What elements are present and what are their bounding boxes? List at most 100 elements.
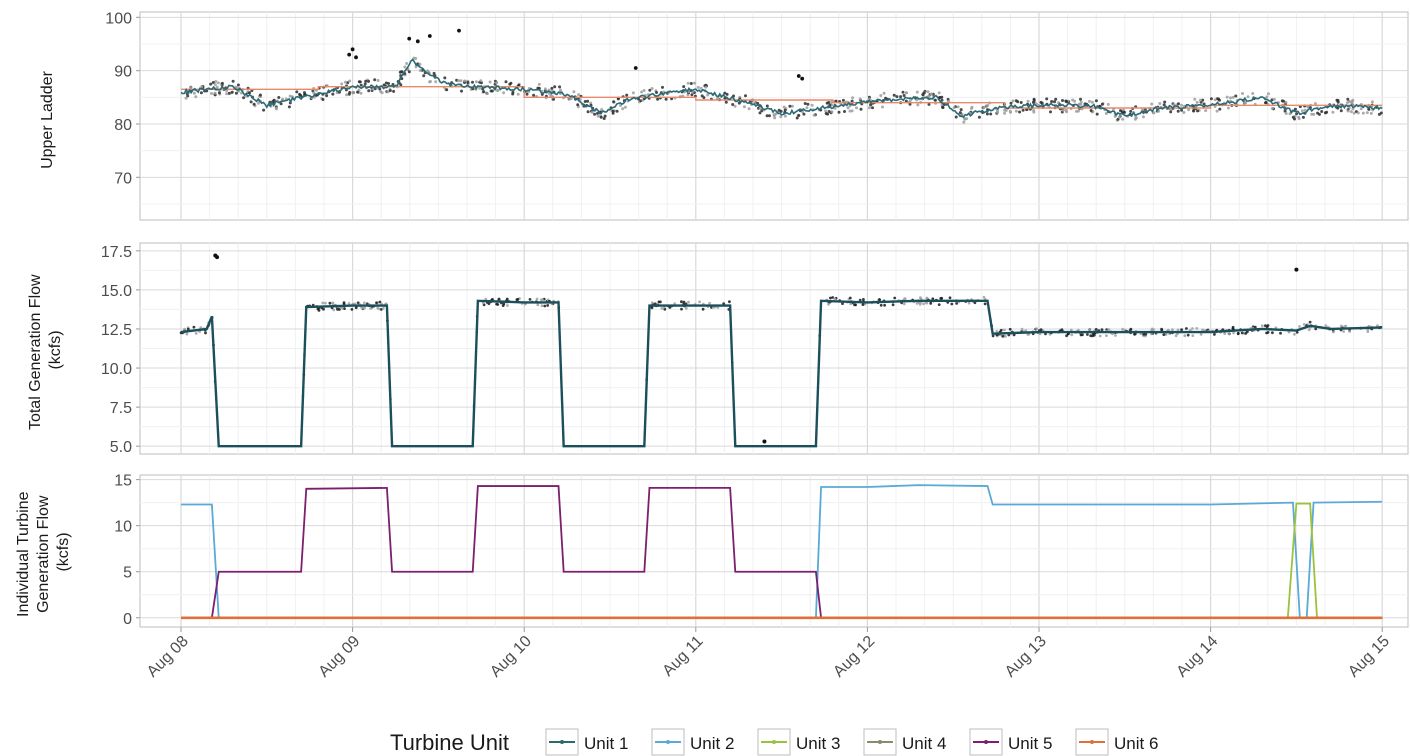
data-point — [1349, 110, 1353, 114]
data-point — [699, 86, 703, 90]
data-point — [1336, 100, 1340, 104]
legend-item-unit-2: Unit 2 — [651, 728, 734, 756]
data-point — [1142, 332, 1146, 336]
data-point — [428, 80, 432, 84]
data-point — [1307, 328, 1311, 332]
y-tick-label: 7.5 — [110, 400, 132, 417]
data-point — [400, 70, 404, 74]
data-point — [1204, 109, 1208, 113]
data-point — [977, 115, 981, 119]
data-point — [937, 303, 941, 306]
data-point — [516, 92, 520, 96]
data-point — [1008, 327, 1012, 331]
data-point — [970, 105, 974, 109]
x-tick-label: Aug 08 — [144, 633, 192, 681]
data-point — [192, 325, 196, 329]
data-point — [686, 81, 690, 85]
data-point — [1236, 332, 1240, 336]
data-point — [405, 62, 409, 65]
data-point — [418, 62, 422, 66]
data-point — [899, 95, 903, 99]
data-point — [941, 105, 945, 109]
panel-total-generation-flow: 5.0 7.5 10.0 12.5 15.0 17.5 — [101, 242, 1409, 456]
data-point — [722, 302, 726, 305]
data-point — [1225, 95, 1229, 99]
data-point — [1069, 328, 1073, 332]
data-point — [655, 91, 658, 94]
data-point — [1298, 325, 1301, 328]
data-point — [611, 109, 615, 113]
data-point — [225, 92, 229, 96]
data-point — [983, 302, 987, 306]
data-point — [833, 297, 837, 301]
data-point — [855, 106, 858, 110]
x-tick-label: Aug 11 — [660, 633, 707, 680]
data-point — [1270, 107, 1274, 110]
data-point — [586, 99, 590, 103]
data-point — [1092, 333, 1096, 337]
data-point — [824, 112, 828, 115]
data-point — [1071, 98, 1075, 102]
data-point — [625, 93, 629, 97]
data-point — [200, 85, 204, 89]
data-point — [772, 114, 776, 118]
data-point — [1325, 110, 1329, 114]
data-point — [559, 88, 562, 92]
data-point — [1014, 99, 1018, 103]
data-point — [901, 90, 905, 94]
data-point — [991, 334, 995, 338]
data-point — [1064, 99, 1068, 103]
data-point — [359, 91, 363, 95]
data-point — [471, 80, 474, 84]
data-point — [919, 296, 922, 300]
data-point — [680, 300, 683, 304]
data-point — [1301, 115, 1305, 119]
data-point — [478, 86, 482, 90]
data-point — [859, 107, 863, 111]
data-point — [711, 306, 715, 309]
data-point — [702, 96, 706, 100]
data-point — [1079, 100, 1083, 104]
data-point — [336, 308, 339, 311]
data-point — [698, 300, 701, 304]
y-axis-title-upper: Upper Ladder — [39, 70, 56, 169]
data-point — [795, 116, 799, 120]
data-point — [1314, 327, 1318, 331]
data-point — [1232, 331, 1235, 335]
outlier-point — [347, 52, 352, 57]
data-point — [1241, 92, 1244, 95]
data-point — [495, 81, 499, 85]
data-point — [728, 300, 731, 304]
outlier-point — [1294, 267, 1299, 272]
data-point — [1086, 333, 1089, 336]
data-point — [985, 112, 989, 116]
data-point — [388, 89, 392, 93]
legend-item-unit-1: Unit 1 — [545, 728, 628, 756]
outlier-point — [215, 255, 220, 260]
data-point — [1272, 97, 1276, 101]
data-point — [603, 114, 607, 118]
total-flow-line — [180, 299, 1383, 448]
data-point — [1366, 330, 1370, 333]
data-point — [204, 331, 207, 335]
data-point — [324, 301, 327, 305]
data-point — [1191, 327, 1194, 330]
data-point — [939, 297, 943, 300]
data-point — [940, 98, 944, 102]
data-point — [768, 114, 771, 118]
data-point — [1107, 328, 1111, 331]
data-point — [1266, 324, 1270, 327]
legend-key-dot — [984, 740, 988, 744]
data-point — [812, 113, 816, 117]
data-point — [684, 307, 688, 310]
data-point — [1020, 327, 1024, 331]
data-point — [1032, 110, 1036, 114]
data-point — [1293, 107, 1297, 111]
data-point — [790, 104, 794, 108]
data-point — [1187, 108, 1191, 112]
data-point — [664, 97, 668, 101]
data-point — [414, 65, 418, 69]
data-point — [209, 82, 213, 86]
data-point — [331, 92, 335, 96]
data-point — [1045, 97, 1049, 101]
